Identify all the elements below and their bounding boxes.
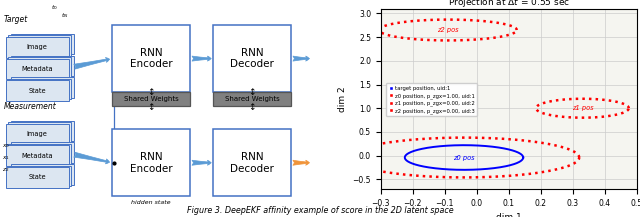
FancyBboxPatch shape bbox=[11, 142, 74, 163]
Text: $\updownarrow$: $\updownarrow$ bbox=[248, 86, 257, 97]
Text: RNN
Decoder: RNN Decoder bbox=[230, 152, 274, 174]
Text: Target: Target bbox=[4, 15, 28, 24]
Text: Metadata: Metadata bbox=[21, 66, 53, 72]
FancyBboxPatch shape bbox=[8, 57, 71, 78]
FancyBboxPatch shape bbox=[6, 59, 68, 79]
Text: RNN
Encoder: RNN Encoder bbox=[130, 48, 173, 69]
FancyBboxPatch shape bbox=[6, 80, 68, 101]
Text: Shared Weights: Shared Weights bbox=[225, 96, 280, 102]
Text: Metadata: Metadata bbox=[21, 153, 53, 159]
Text: $z_2$: $z_2$ bbox=[2, 166, 9, 174]
FancyBboxPatch shape bbox=[11, 121, 74, 141]
FancyBboxPatch shape bbox=[11, 77, 74, 98]
Text: Image: Image bbox=[27, 131, 47, 137]
FancyBboxPatch shape bbox=[213, 129, 291, 196]
Y-axis label: dim 2: dim 2 bbox=[338, 86, 347, 112]
FancyBboxPatch shape bbox=[113, 92, 191, 106]
Text: State: State bbox=[28, 174, 46, 180]
FancyBboxPatch shape bbox=[6, 37, 68, 58]
Text: $x_0$: $x_0$ bbox=[2, 143, 10, 150]
FancyBboxPatch shape bbox=[8, 144, 71, 164]
FancyBboxPatch shape bbox=[6, 167, 68, 188]
FancyBboxPatch shape bbox=[213, 92, 291, 106]
Text: $t_N$: $t_N$ bbox=[61, 11, 68, 20]
Text: RNN
Encoder: RNN Encoder bbox=[130, 152, 173, 174]
Text: $t_N + \Delta t$: $t_N + \Delta t$ bbox=[45, 88, 66, 97]
Text: $\updownarrow$: $\updownarrow$ bbox=[147, 101, 156, 112]
FancyBboxPatch shape bbox=[8, 122, 71, 143]
Title: Projection at $\Delta t$ = 0.55 sec: Projection at $\Delta t$ = 0.55 sec bbox=[448, 0, 570, 8]
FancyBboxPatch shape bbox=[6, 124, 68, 144]
Text: hidden state: hidden state bbox=[131, 200, 171, 205]
FancyBboxPatch shape bbox=[113, 25, 191, 92]
Text: Shared Weights: Shared Weights bbox=[124, 96, 179, 102]
FancyBboxPatch shape bbox=[113, 129, 191, 196]
Text: Figure 3. DeepEKF affinity example of score in the 2D latent space: Figure 3. DeepEKF affinity example of sc… bbox=[187, 206, 453, 215]
FancyBboxPatch shape bbox=[11, 34, 74, 54]
FancyBboxPatch shape bbox=[8, 35, 71, 56]
X-axis label: dim 1: dim 1 bbox=[496, 213, 522, 217]
Text: $t_0$: $t_0$ bbox=[51, 3, 58, 12]
Text: $\updownarrow$: $\updownarrow$ bbox=[147, 86, 156, 97]
FancyBboxPatch shape bbox=[213, 25, 291, 92]
Text: z2 pos: z2 pos bbox=[437, 27, 459, 33]
FancyBboxPatch shape bbox=[8, 166, 71, 186]
Legend: target position, uid:1, z0 position, p_zgx=1.00, uid:1, z1 position, p_zgx=0.00,: target position, uid:1, z0 position, p_z… bbox=[386, 83, 477, 116]
Text: State: State bbox=[28, 88, 46, 94]
Text: Image: Image bbox=[27, 44, 47, 50]
Text: z0 pos: z0 pos bbox=[453, 155, 475, 161]
FancyBboxPatch shape bbox=[11, 164, 74, 185]
FancyBboxPatch shape bbox=[11, 56, 74, 76]
Text: Measurement: Measurement bbox=[4, 102, 56, 111]
FancyBboxPatch shape bbox=[8, 79, 71, 99]
Text: RNN
Decoder: RNN Decoder bbox=[230, 48, 274, 69]
FancyBboxPatch shape bbox=[6, 145, 68, 166]
Text: z1 pos: z1 pos bbox=[572, 105, 593, 111]
Text: $\updownarrow$: $\updownarrow$ bbox=[248, 101, 257, 112]
Text: $x_1$: $x_1$ bbox=[2, 155, 10, 162]
